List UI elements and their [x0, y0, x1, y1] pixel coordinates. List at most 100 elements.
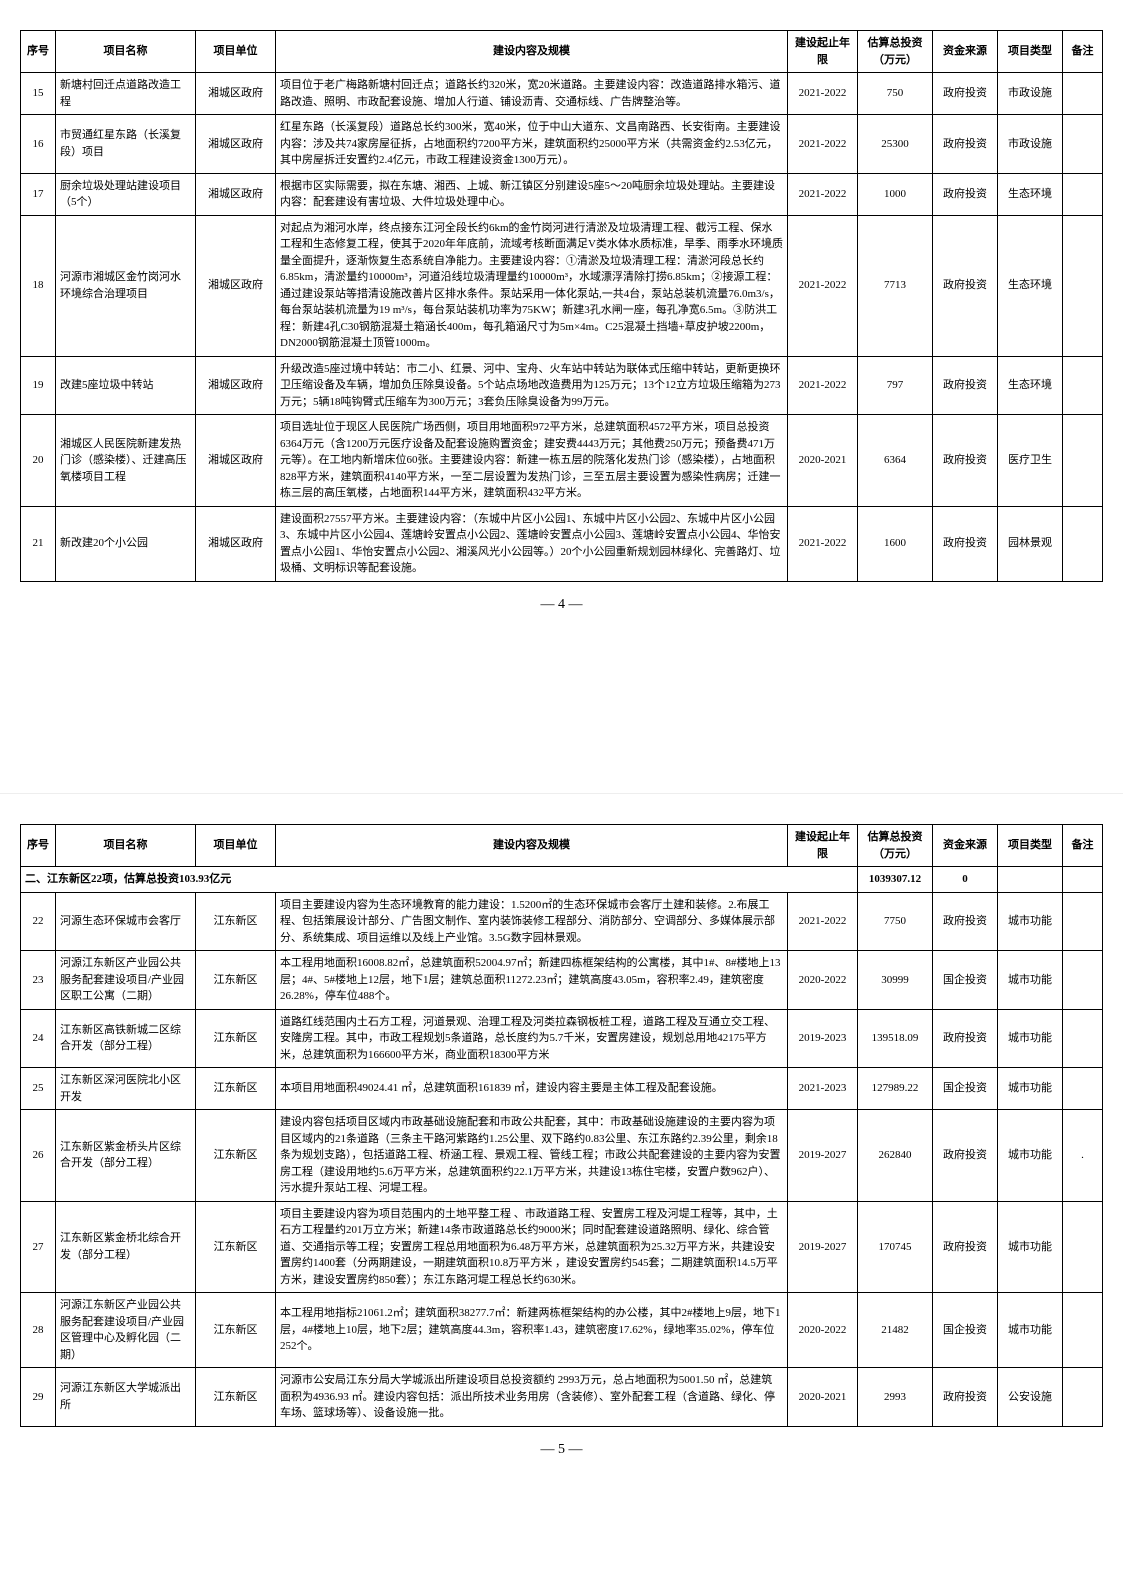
cell-unit: 江东新区: [196, 1293, 276, 1368]
cell-investment: 127989.22: [858, 1068, 933, 1110]
cell-note: [1063, 951, 1103, 1010]
cell-type: 城市功能: [998, 1068, 1063, 1110]
cell-source: 政府投资: [933, 1110, 998, 1202]
cell-source: 政府投资: [933, 415, 998, 507]
cell-period: 2021-2022: [788, 115, 858, 174]
cell-investment: 21482: [858, 1293, 933, 1368]
cell-unit: 湘城区政府: [196, 73, 276, 115]
cell-name: 河源江东新区大学城派出所: [56, 1368, 196, 1427]
cell-period: 2021-2023: [788, 1068, 858, 1110]
cell-note: [1063, 1201, 1103, 1293]
cell-seq: 28: [21, 1293, 56, 1368]
cell-type: 城市功能: [998, 951, 1063, 1010]
table-row: 29河源江东新区大学城派出所江东新区河源市公安局江东分局大学城派出所建设项目总投…: [21, 1368, 1103, 1427]
header-source: 资金来源: [933, 31, 998, 73]
cell-note: [1063, 1068, 1103, 1110]
cell-investment: 750: [858, 73, 933, 115]
table-row: 26江东新区紫金桥头片区综合开发（部分工程）江东新区建设内容包括项目区域内市政基…: [21, 1110, 1103, 1202]
cell-type: 生态环境: [998, 356, 1063, 415]
cell-content: 建设面积27557平方米。主要建设内容：（东城中片区小公园1、东城中片区小公园2…: [276, 506, 788, 581]
cell-content: 项目主要建设内容为项目范围内的土地平整工程 、市政道路工程、安置房工程及河堤工程…: [276, 1201, 788, 1293]
cell-source: 政府投资: [933, 1368, 998, 1427]
cell-unit: 湘城区政府: [196, 173, 276, 215]
cell-unit: 湘城区政府: [196, 215, 276, 356]
table-row: 18河源市湘城区金竹岗河水环境综合治理项目湘城区政府对起点为湘河水岸，终点接东江…: [21, 215, 1103, 356]
cell-unit: 江东新区: [196, 1110, 276, 1202]
cell-investment: 2993: [858, 1368, 933, 1427]
cell-investment: 262840: [858, 1110, 933, 1202]
cell-period: 2019-2027: [788, 1201, 858, 1293]
cell-unit: 湘城区政府: [196, 115, 276, 174]
cell-period: 2020-2022: [788, 1293, 858, 1368]
cell-seq: 26: [21, 1110, 56, 1202]
section-investment: 1039307.12: [858, 867, 933, 893]
header-unit: 项目单位: [196, 825, 276, 867]
cell-seq: 24: [21, 1009, 56, 1068]
cell-source: 国企投资: [933, 1068, 998, 1110]
cell-unit: 湘城区政府: [196, 415, 276, 507]
cell-name: 江东新区高铁新城二区综合开发（部分工程）: [56, 1009, 196, 1068]
cell-seq: 27: [21, 1201, 56, 1293]
cell-note: [1063, 73, 1103, 115]
cell-source: 政府投资: [933, 173, 998, 215]
cell-source: 政府投资: [933, 1201, 998, 1293]
cell-name: 新改建20个小公园: [56, 506, 196, 581]
cell-note: [1063, 115, 1103, 174]
cell-period: 2021-2022: [788, 73, 858, 115]
header-seq: 序号: [21, 31, 56, 73]
cell-seq: 20: [21, 415, 56, 507]
cell-period: 2019-2027: [788, 1110, 858, 1202]
cell-investment: 25300: [858, 115, 933, 174]
section-type: [998, 867, 1063, 893]
section-title: 二、江东新区22项，估算总投资103.93亿元: [21, 867, 858, 893]
table-row: 16市贸通红星东路（长溪复段）项目湘城区政府红星东路（长溪复段）道路总长约300…: [21, 115, 1103, 174]
header-investment: 估算总投资（万元）: [858, 825, 933, 867]
cell-seq: 23: [21, 951, 56, 1010]
header-content: 建设内容及规模: [276, 825, 788, 867]
table-row: 15新塘村回迁点道路改造工程湘城区政府项目位于老广梅路新塘村回迁点；道路长约32…: [21, 73, 1103, 115]
cell-period: 2021-2022: [788, 892, 858, 951]
cell-name: 新塘村回迁点道路改造工程: [56, 73, 196, 115]
header-unit: 项目单位: [196, 31, 276, 73]
cell-unit: 江东新区: [196, 1009, 276, 1068]
cell-content: 本工程用地指标21061.2㎡；建筑面积38277.7㎡：新建两栋框架结构的办公…: [276, 1293, 788, 1368]
cell-type: 市政设施: [998, 115, 1063, 174]
cell-seq: 25: [21, 1068, 56, 1110]
cell-investment: 1600: [858, 506, 933, 581]
section-note: [1063, 867, 1103, 893]
section-header-row: 二、江东新区22项，估算总投资103.93亿元 1039307.12 0: [21, 867, 1103, 893]
cell-unit: 江东新区: [196, 1201, 276, 1293]
cell-investment: 7713: [858, 215, 933, 356]
cell-content: 本项目用地面积49024.41 ㎡，总建筑面积161839 ㎡，建设内容主要是主…: [276, 1068, 788, 1110]
cell-note: [1063, 1293, 1103, 1368]
cell-seq: 17: [21, 173, 56, 215]
header-seq: 序号: [21, 825, 56, 867]
cell-source: 政府投资: [933, 215, 998, 356]
cell-investment: 30999: [858, 951, 933, 1010]
page-number-1: — 4 —: [20, 597, 1103, 613]
cell-content: 建设内容包括项目区域内市政基础设施配套和市政公共配套，其中：市政基础设施建设的主…: [276, 1110, 788, 1202]
cell-period: 2020-2021: [788, 415, 858, 507]
cell-unit: 湘城区政府: [196, 356, 276, 415]
cell-note: [1063, 892, 1103, 951]
cell-type: 城市功能: [998, 892, 1063, 951]
table-row: 24江东新区高铁新城二区综合开发（部分工程）江东新区道路红线范围内土石方工程，河…: [21, 1009, 1103, 1068]
cell-name: 江东新区紫金桥头片区综合开发（部分工程）: [56, 1110, 196, 1202]
page-number-2: — 5 —: [20, 1442, 1103, 1458]
cell-period: 2020-2021: [788, 1368, 858, 1427]
cell-type: 市政设施: [998, 73, 1063, 115]
project-table-page2: 序号 项目名称 项目单位 建设内容及规模 建设起止年限 估算总投资（万元） 资金…: [20, 824, 1103, 1427]
table-header-row: 序号 项目名称 项目单位 建设内容及规模 建设起止年限 估算总投资（万元） 资金…: [21, 31, 1103, 73]
header-note: 备注: [1063, 825, 1103, 867]
cell-source: 政府投资: [933, 73, 998, 115]
header-period: 建设起止年限: [788, 825, 858, 867]
header-name: 项目名称: [56, 31, 196, 73]
table-row: 20湘城区人民医院新建发热门诊（感染楼）、迁建高压氧楼项目工程湘城区政府项目选址…: [21, 415, 1103, 507]
cell-source: 政府投资: [933, 356, 998, 415]
table-row: 19改建5座垃圾中转站湘城区政府升级改造5座过境中转站：市二小、红景、河中、宝舟…: [21, 356, 1103, 415]
cell-period: 2020-2022: [788, 951, 858, 1010]
cell-type: 生态环境: [998, 215, 1063, 356]
cell-investment: 1000: [858, 173, 933, 215]
header-period: 建设起止年限: [788, 31, 858, 73]
cell-period: 2019-2023: [788, 1009, 858, 1068]
